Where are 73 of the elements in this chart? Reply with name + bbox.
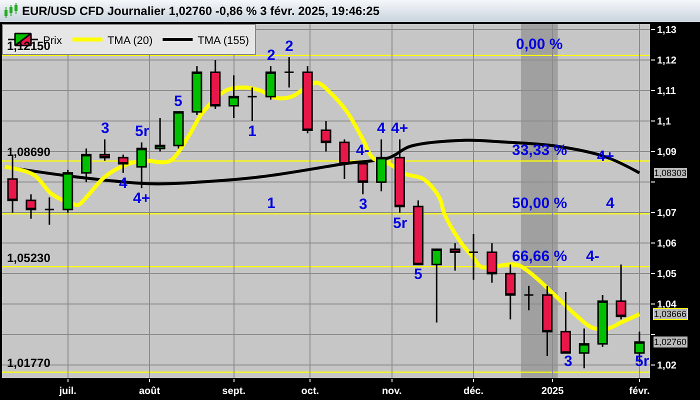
candlestick — [524, 285, 534, 311]
annotation: 5r — [393, 215, 408, 232]
x-tick-label: févr. — [629, 386, 650, 397]
candlestick — [81, 148, 92, 183]
candlestick — [192, 65, 202, 116]
annotation: 4+ — [391, 120, 408, 137]
x-tick-label: oct. — [301, 386, 320, 397]
annotation: 1 — [248, 123, 256, 140]
candlestick — [44, 196, 55, 226]
annotation: 5r — [635, 353, 650, 370]
x-tick-label: juil. — [58, 386, 77, 397]
candlestick — [118, 154, 128, 174]
annotation: 5r — [135, 123, 150, 140]
annotation: 5 — [174, 93, 182, 110]
y-tick-label: 1,1 — [657, 116, 672, 128]
candlestick — [99, 138, 110, 162]
candlestick — [173, 111, 184, 150]
candlestick — [616, 264, 626, 320]
ref-line-label: 1,08690 — [7, 145, 51, 159]
annotation: 2 — [285, 38, 294, 55]
annotation: 4 — [606, 195, 615, 212]
annotation: 4- — [586, 248, 600, 265]
ref-line-label: 1,05230 — [7, 251, 51, 265]
x-tick-label: déc. — [464, 386, 484, 397]
y-tick-label: 1,12 — [657, 56, 677, 67]
data-label: 1,08303 — [654, 168, 687, 178]
annotation: 3 — [359, 196, 368, 213]
candlestick — [265, 65, 276, 100]
annotation: 0,00 % — [516, 36, 563, 53]
x-tick-label: août — [138, 386, 161, 397]
data-label: 1,03666 — [654, 309, 687, 319]
annotation: 5 — [414, 266, 422, 283]
candlestick — [542, 285, 553, 357]
candlestick — [486, 242, 498, 284]
chart-title: EUR/USD CFD Journalier 1,02760 -0,86 % 3 févr. 2025, 19:46:25 — [22, 4, 380, 18]
text: 1,02760 — [654, 337, 687, 347]
candlestick — [578, 328, 590, 369]
legend-label: TMA (20) — [107, 34, 153, 47]
y-tick-label: 1,09 — [657, 147, 677, 158]
candlestick — [26, 194, 36, 220]
legend-label: TMA (155) — [198, 34, 250, 47]
annotation: 66,66 % — [512, 248, 568, 265]
candlestick — [210, 59, 221, 110]
y-tick-label: 1,07 — [657, 208, 677, 220]
candlestick — [302, 65, 313, 134]
candlestick — [450, 242, 460, 272]
y-tick-label: 1,04 — [657, 300, 677, 311]
candlestick — [154, 117, 166, 152]
candlestick — [468, 233, 479, 280]
candlestick — [597, 294, 608, 348]
candlestick — [284, 56, 294, 88]
annotation: 4+ — [133, 190, 150, 207]
candlestick — [320, 120, 332, 152]
y-tick-label: 1,06 — [657, 238, 677, 250]
y-tick-label: 1,13 — [657, 24, 677, 36]
x-tick-label: nov. — [382, 386, 402, 397]
annotation: 3 — [101, 120, 110, 137]
annotation: 3 — [564, 353, 572, 370]
candlestick — [560, 291, 571, 354]
candlestick — [505, 264, 516, 320]
annotation: 4 — [377, 120, 386, 137]
x-tick-label: 2025 — [541, 386, 564, 397]
y-tick-label: 1,02 — [657, 360, 677, 372]
candlestick — [228, 74, 240, 119]
annotation: 50,00 % — [512, 195, 568, 212]
ref-line-label: 1,01770 — [7, 356, 51, 370]
candlestick — [412, 200, 424, 266]
y-tick-label: 1,11 — [657, 86, 676, 98]
annotation: 1 — [267, 195, 276, 212]
candlestick — [431, 248, 442, 324]
x-tick-label: sept. — [222, 386, 246, 397]
y-tick-label: 1,05 — [657, 269, 677, 280]
candlestick — [246, 86, 258, 122]
